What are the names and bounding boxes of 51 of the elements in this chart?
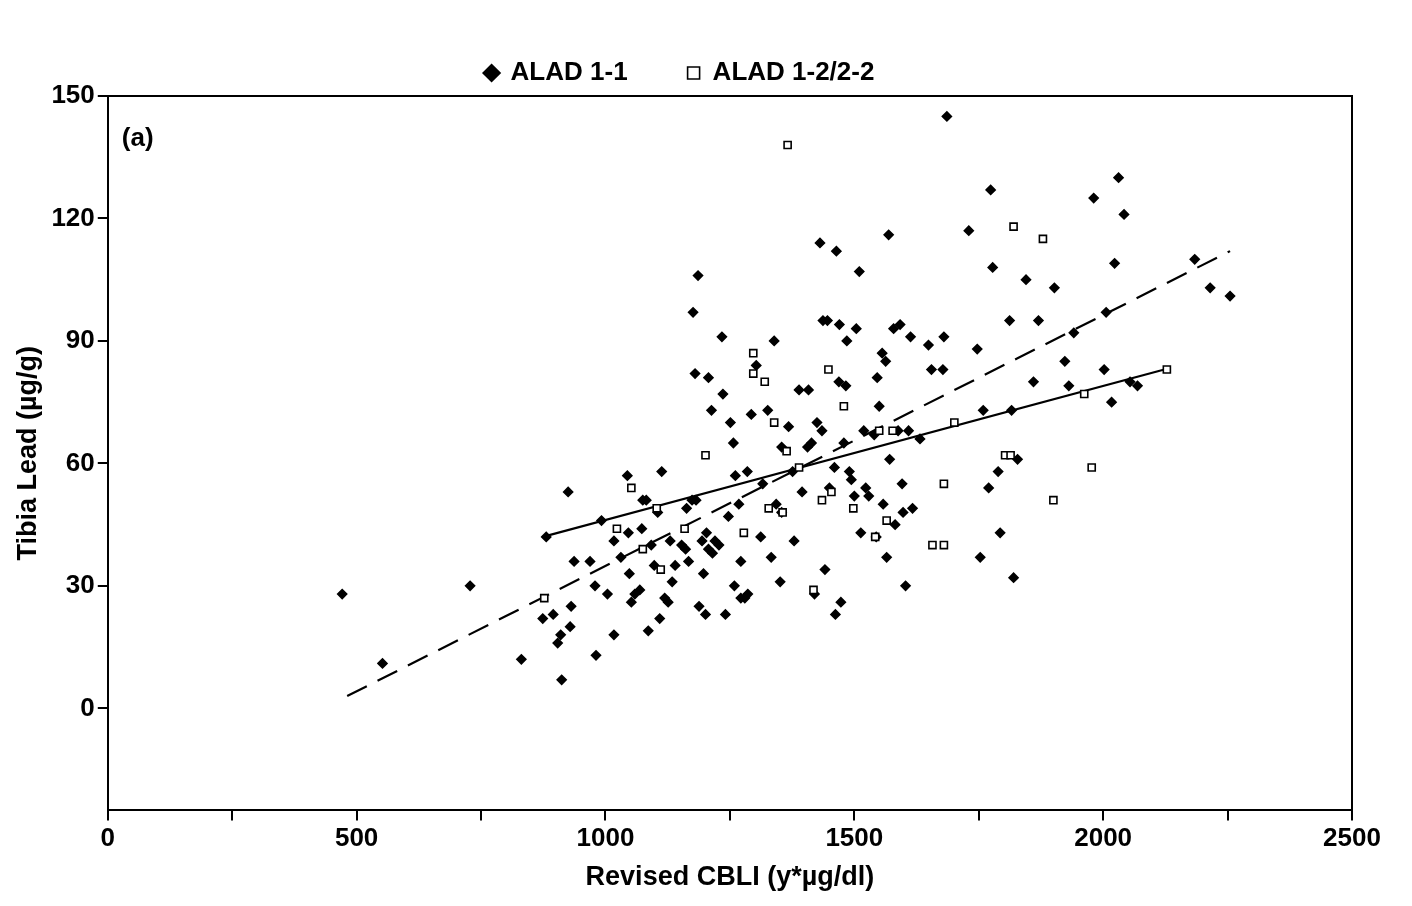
point <box>882 516 891 525</box>
point <box>874 426 884 436</box>
point <box>652 503 662 513</box>
point <box>748 369 758 378</box>
legend-label: ALAD 1-2/2-2 <box>712 56 875 87</box>
point <box>928 540 937 550</box>
point <box>612 524 622 534</box>
y-tick-label: 30 <box>65 569 95 600</box>
point <box>782 446 791 456</box>
x-tick-label: 2500 <box>1323 822 1381 853</box>
y-axis-title: Tibia Lead (µg/g) <box>11 345 42 561</box>
x-tick-label: 2000 <box>1074 822 1133 853</box>
point <box>1087 463 1097 472</box>
point <box>539 593 549 603</box>
point <box>839 401 849 411</box>
point <box>1079 389 1089 399</box>
point <box>783 140 792 150</box>
point <box>748 348 758 358</box>
point <box>939 479 949 489</box>
point <box>1162 365 1172 374</box>
point <box>680 524 689 534</box>
point <box>848 503 858 513</box>
legend-label: ALAD 1-1 <box>510 56 628 87</box>
point <box>627 483 636 493</box>
y-tick-label: 120 <box>51 201 95 232</box>
point <box>701 450 710 460</box>
point <box>760 377 770 387</box>
point <box>827 487 836 497</box>
point <box>769 418 779 427</box>
y-tick-label: 0 <box>80 691 95 722</box>
point <box>888 426 897 436</box>
x-tick-label: 500 <box>334 822 379 853</box>
point <box>1006 450 1015 460</box>
y-tick-label: 90 <box>65 324 95 355</box>
x-tick-label: 1000 <box>576 822 635 853</box>
x-tick-label: 0 <box>100 822 116 853</box>
point <box>950 418 959 427</box>
x-axis-title: Revised CBLI (y*µg/dl) <box>585 861 875 892</box>
annotation: (a) <box>121 122 154 153</box>
y-tick-label: 60 <box>65 446 95 477</box>
point <box>764 503 774 513</box>
point <box>809 585 818 595</box>
point <box>656 565 666 574</box>
x-tick-label: 1500 <box>825 822 884 853</box>
point <box>638 544 648 554</box>
point <box>1009 222 1018 231</box>
y-tick-label: 150 <box>51 79 95 110</box>
point <box>739 528 749 538</box>
point <box>824 365 833 374</box>
point <box>794 463 804 472</box>
point <box>1049 495 1058 505</box>
